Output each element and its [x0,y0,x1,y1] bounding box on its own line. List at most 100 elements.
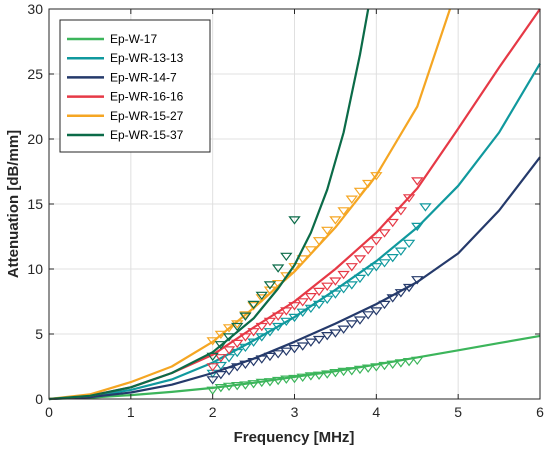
axis-ticks: 0 1 2 3 4 5 6 0 5 10 15 20 25 30 [27,1,544,420]
data-marker [329,290,342,299]
y-tick-label: 5 [35,326,43,342]
data-marker [378,361,391,371]
y-tick-label: 20 [27,131,43,147]
data-marker [288,345,301,354]
data-marker [231,320,244,329]
data-marker [263,352,277,362]
data-marker [321,332,334,341]
data-marker [402,239,416,249]
data-marker [247,338,260,347]
x-tick-label: 2 [209,404,217,420]
data-marker [345,367,358,376]
legend-label-ep-wr-13-13: Ep-WR-13-13 [110,51,184,65]
data-marker [263,281,277,290]
y-tick-label: 30 [27,1,43,17]
data-marker [329,369,342,378]
data-marker [304,338,318,347]
data-marker [214,384,228,393]
data-marker [239,381,252,390]
data-marker [304,304,318,314]
data-marker [402,358,416,367]
data-marker [370,307,383,316]
x-tick-label: 3 [291,404,299,420]
data-marker [214,354,228,363]
data-marker [280,272,293,281]
data-marker [394,289,408,298]
data-marker [222,367,236,376]
data-marker [337,367,350,377]
data-marker [206,352,219,362]
data-marker [247,300,260,310]
data-marker [386,294,399,303]
data-marker [239,312,252,321]
data-marker [345,281,358,290]
data-marker [378,259,391,268]
data-marker [255,355,268,364]
data-marker [394,359,408,368]
x-axis-title: Frequency [MHz] [234,429,355,446]
data-marker [304,246,318,255]
data-marker [296,373,309,382]
data-marker [370,237,383,246]
data-marker [361,364,375,373]
data-marker [345,320,358,329]
data-marker [247,380,260,389]
data-marker [353,255,367,264]
data-marker [231,363,244,372]
data-marker [271,350,285,359]
data-marker [222,324,236,333]
data-marker [271,376,285,386]
data-marker [353,274,367,284]
data-marker [411,177,424,186]
data-marker [222,382,236,392]
data-marker [231,339,244,349]
x-tick-label: 4 [372,404,380,420]
legend-box [59,19,211,153]
data-marker [263,317,277,327]
data-marker [206,376,219,385]
x-tick-label: 0 [45,404,53,420]
data-marker [304,372,318,381]
data-marker [239,333,252,342]
data-marker [312,335,326,345]
data-marker [321,370,334,379]
x-tick-label: 1 [127,404,135,420]
data-marker [337,207,350,216]
data-marker [386,360,399,369]
y-tick-label: 15 [27,196,43,212]
legend-label-ep-wr-15-37: Ep-WR-15-37 [110,128,184,142]
data-marker [312,287,326,297]
fit-line-ep-wr-15-37 [48,8,370,401]
data-marker [411,356,424,366]
y-tick-label: 10 [27,261,43,277]
series-layer [48,8,541,401]
data-marker [255,378,268,388]
data-marker [337,325,350,334]
data-marker [247,358,260,367]
data-marker [239,360,252,369]
data-marker [231,348,244,358]
data-marker [394,247,408,256]
data-marker [288,302,301,311]
data-marker [321,226,334,236]
data-marker [321,295,334,304]
data-marker [361,246,375,255]
data-marker [255,322,268,332]
legend-label-ep-wr-14-7: Ep-WR-14-7 [110,70,177,84]
legend-label-ep-w-17: Ep-W-17 [110,32,157,46]
data-marker [329,216,342,225]
data-marker [361,311,375,320]
fit-line-ep-wr-13-13 [48,63,541,401]
data-marker [402,283,416,293]
data-marker [353,365,367,375]
legend-label-ep-wr-15-27: Ep-WR-15-27 [110,109,184,123]
data-marker [255,294,268,303]
data-marker [222,333,236,342]
data-marker [361,179,375,189]
data-marker [247,302,260,311]
data-marker [337,285,350,294]
data-marker [222,346,236,355]
data-marker [280,307,293,316]
data-marker [370,172,383,181]
data-marker [329,329,342,338]
